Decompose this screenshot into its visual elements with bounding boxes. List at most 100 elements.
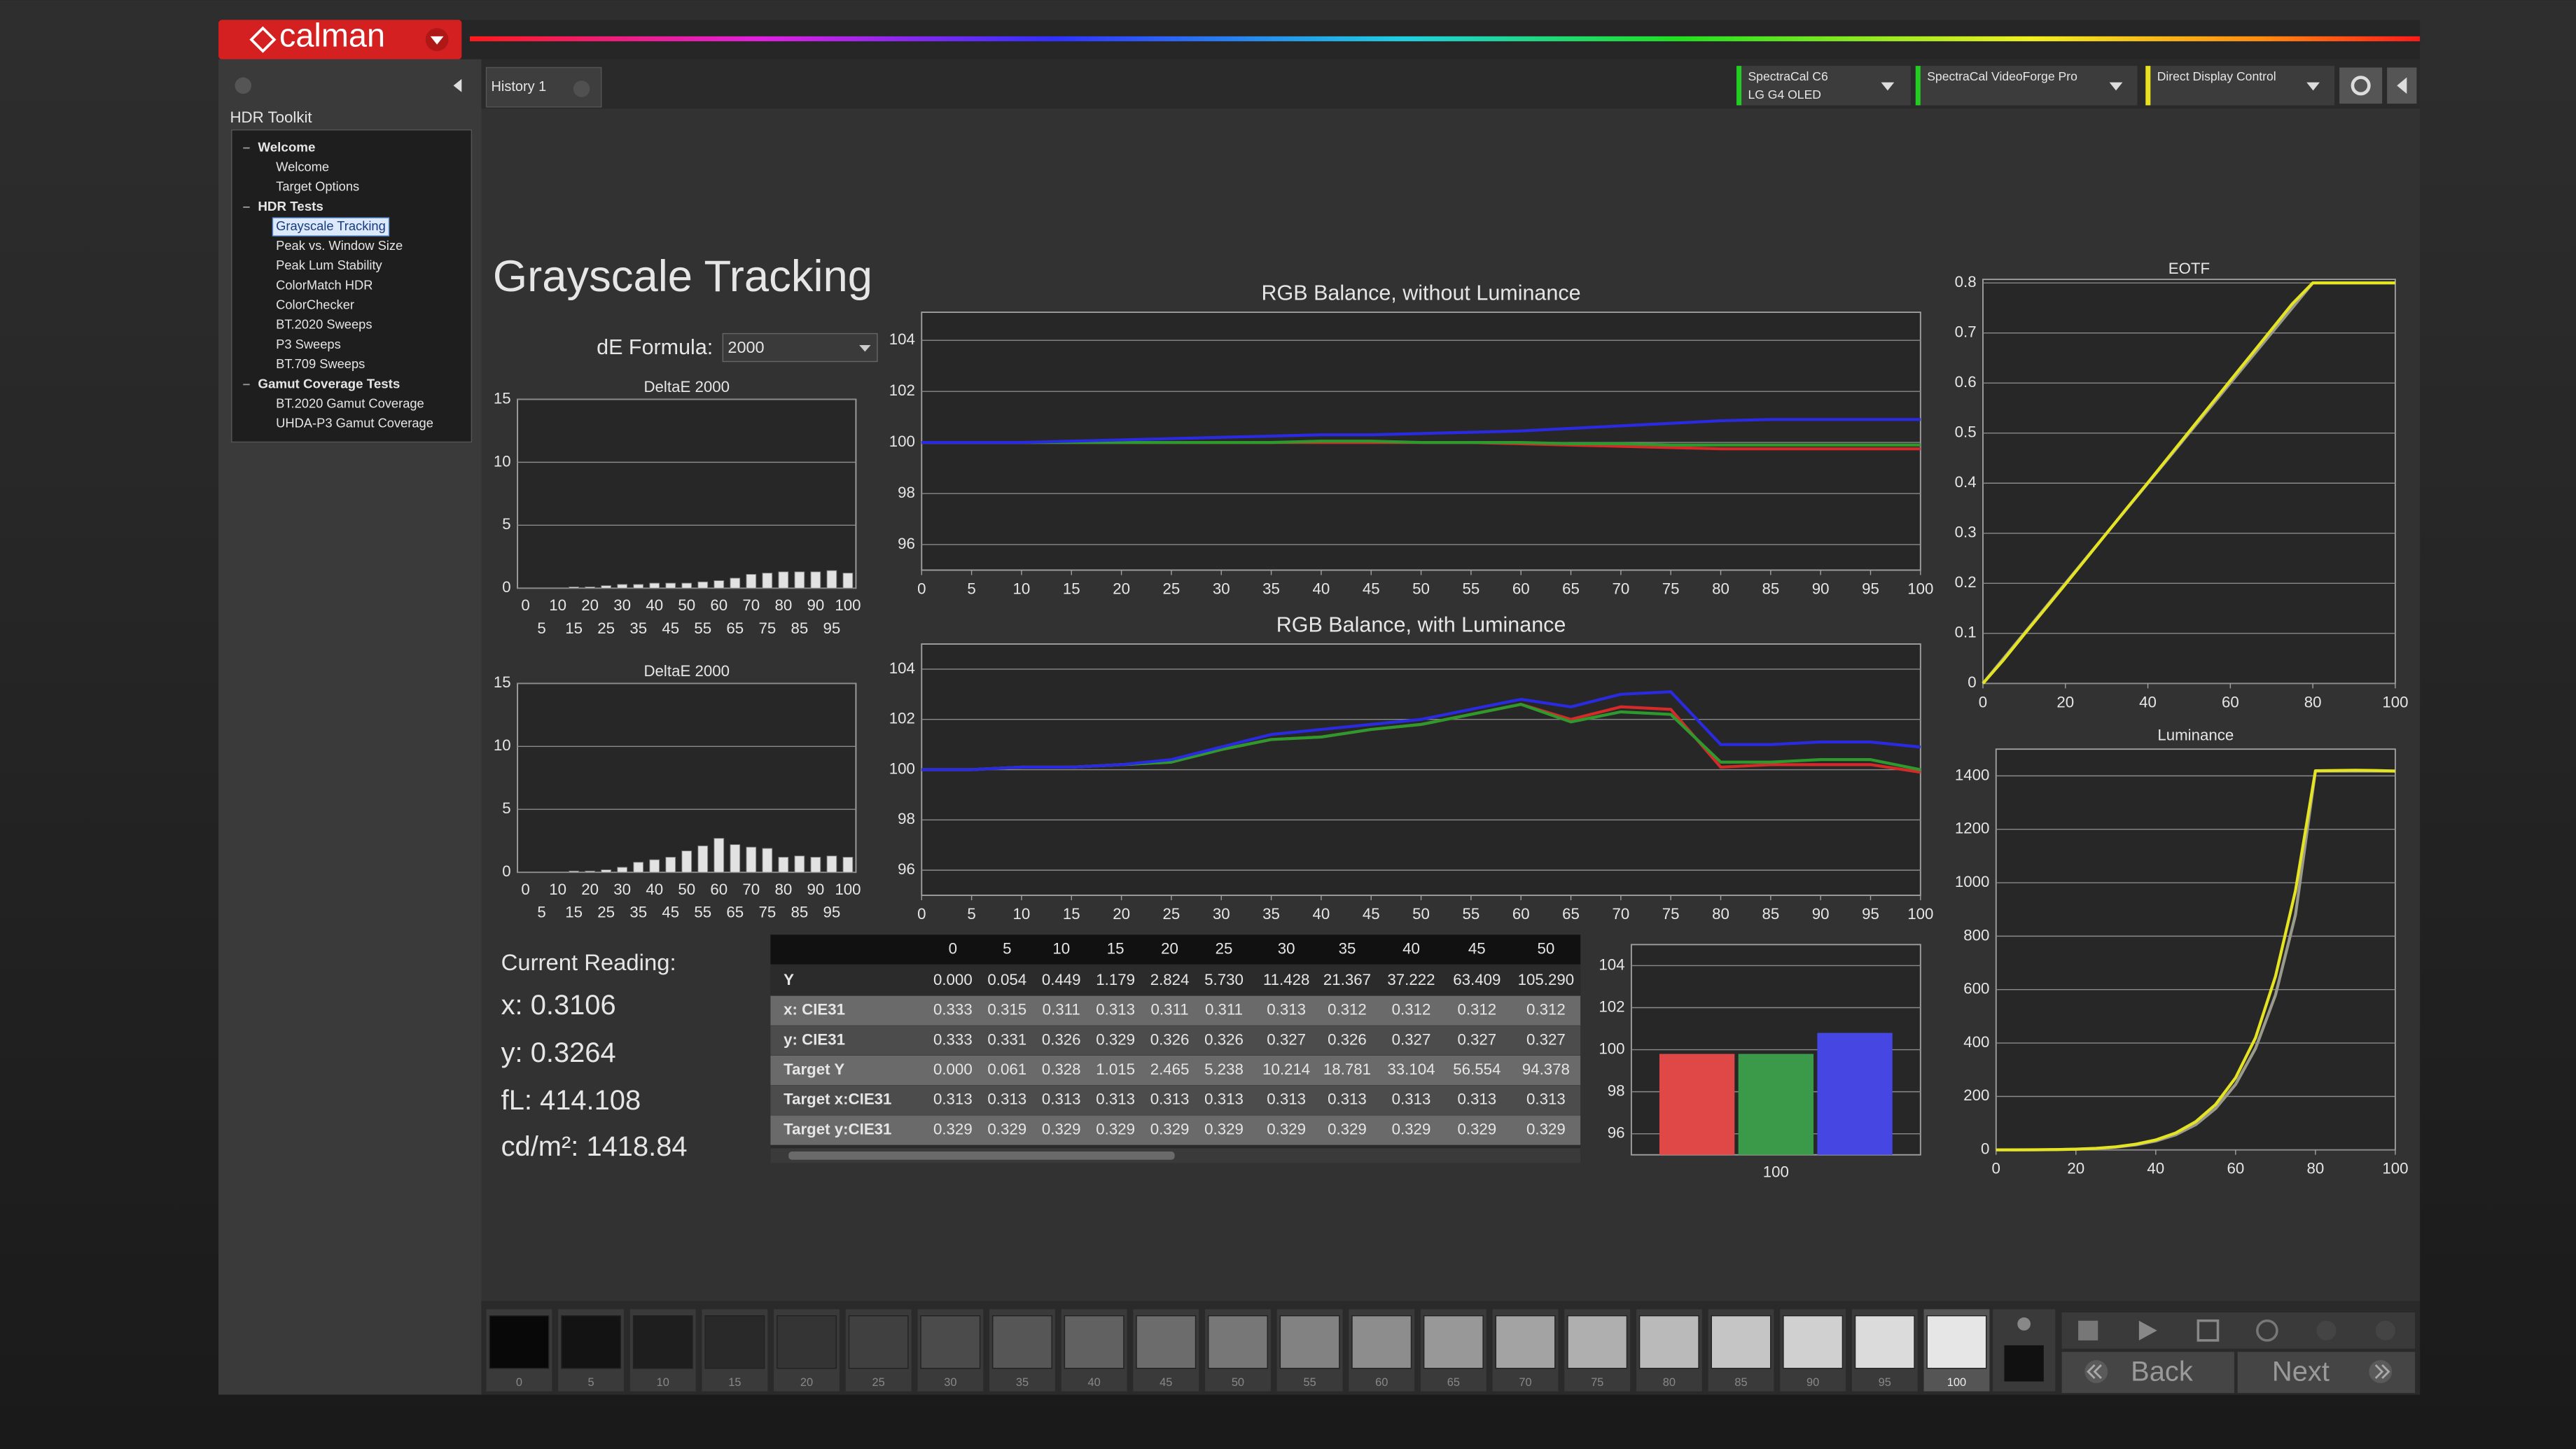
- x-tick-label: 55: [1462, 580, 1480, 597]
- patch[interactable]: [920, 1315, 981, 1369]
- x-tick-label: 20: [1113, 905, 1130, 923]
- patch[interactable]: [1711, 1315, 1771, 1369]
- patch[interactable]: [1208, 1315, 1268, 1369]
- x-tick-label: 80: [2304, 693, 2322, 710]
- table-cell: 0.326: [1150, 1030, 1190, 1048]
- tree-item[interactable]: Grayscale Tracking: [276, 218, 386, 233]
- device-box[interactable]: [1915, 66, 2138, 106]
- series-line: [921, 690, 1921, 771]
- table-row: [770, 1115, 1581, 1145]
- patch[interactable]: [1926, 1315, 1987, 1369]
- tree-group[interactable]: Welcome: [258, 139, 315, 154]
- patch[interactable]: [777, 1315, 837, 1369]
- tree-item[interactable]: UHDA-P3 Gamut Coverage: [276, 415, 433, 430]
- bar: [826, 855, 837, 873]
- tree-item[interactable]: BT.2020 Gamut Coverage: [276, 396, 424, 410]
- table-cell: 0.312: [1457, 1001, 1496, 1018]
- gear-icon: [2351, 76, 2371, 96]
- table-cell: 0.329: [1392, 1120, 1431, 1138]
- patch[interactable]: [1854, 1315, 1915, 1369]
- bar: [842, 857, 854, 873]
- bar: [713, 580, 725, 589]
- x-tick-label: 80: [774, 596, 792, 614]
- logo-button[interactable]: [218, 20, 462, 59]
- tree-item[interactable]: Peak vs. Window Size: [276, 238, 403, 253]
- tool-button[interactable]: [2316, 1320, 2337, 1340]
- tree-item[interactable]: ColorMatch HDR: [276, 277, 373, 292]
- x-tick-label: 15: [1063, 580, 1080, 597]
- table-cell: 0.327: [1392, 1030, 1431, 1048]
- bar: [746, 846, 757, 873]
- patch[interactable]: [1064, 1315, 1125, 1369]
- patch[interactable]: [992, 1315, 1052, 1369]
- patch[interactable]: [1136, 1315, 1197, 1369]
- patch[interactable]: [632, 1315, 693, 1369]
- tree-group[interactable]: HDR Tests: [258, 199, 323, 214]
- table-cell: 0.313: [1267, 1001, 1306, 1018]
- table-row: [770, 1026, 1581, 1056]
- patch[interactable]: [848, 1315, 909, 1369]
- x-tick-label: 40: [646, 881, 663, 898]
- x-tick-label: 20: [2067, 1160, 2084, 1177]
- device-box[interactable]: [2145, 66, 2335, 106]
- sidebar-button[interactable]: [235, 77, 251, 94]
- chart-title: EOTF: [2168, 260, 2210, 277]
- patch[interactable]: [1423, 1315, 1484, 1369]
- patch[interactable]: [1351, 1315, 1412, 1369]
- column-header: 15: [1107, 939, 1125, 957]
- y-tick-label: 98: [1608, 1082, 1625, 1100]
- add-tab[interactable]: [573, 80, 590, 97]
- tool-button[interactable]: [2375, 1320, 2395, 1340]
- tree-item[interactable]: BT.709 Sweeps: [276, 356, 365, 371]
- patch-label: 80: [1663, 1376, 1676, 1389]
- patch[interactable]: [1638, 1315, 1699, 1369]
- x-tick-label: 100: [835, 881, 861, 898]
- table-cell: 0.312: [1328, 1001, 1367, 1018]
- bar: [601, 869, 612, 873]
- play-button[interactable]: [2138, 1320, 2157, 1340]
- x-tick-label: 75: [758, 904, 776, 921]
- patch[interactable]: [1567, 1315, 1628, 1369]
- tree-item[interactable]: P3 Sweeps: [276, 337, 341, 351]
- table-cell: 0.326: [1328, 1030, 1367, 1048]
- patch[interactable]: [1279, 1315, 1340, 1369]
- tree-group[interactable]: Gamut Coverage Tests: [258, 376, 400, 391]
- bar: [617, 867, 628, 873]
- tree-item[interactable]: BT.2020 Sweeps: [276, 317, 372, 332]
- y-tick-label: 98: [898, 810, 915, 827]
- table-cell: 37.222: [1387, 971, 1435, 988]
- x-tick-label: 5: [967, 905, 975, 923]
- patch-label: 85: [1734, 1376, 1747, 1389]
- page-title: Grayscale Tracking: [493, 252, 872, 301]
- patch-label: 45: [1160, 1376, 1172, 1389]
- loop-button[interactable]: [2256, 1319, 2278, 1342]
- bar: [633, 862, 644, 873]
- row-label: Y: [784, 971, 794, 988]
- tree-selection: [272, 217, 390, 237]
- table-cell: 0.313: [1096, 1091, 1135, 1108]
- tree-item[interactable]: Welcome: [276, 159, 329, 174]
- de-formula-select[interactable]: [722, 332, 878, 363]
- back-label: Back: [2131, 1356, 2193, 1387]
- patch-label: 20: [800, 1376, 813, 1389]
- settings-button[interactable]: [2339, 67, 2383, 104]
- scroll-thumb[interactable]: [788, 1152, 1175, 1160]
- patch[interactable]: [1495, 1315, 1556, 1369]
- device-box[interactable]: [1736, 66, 1911, 106]
- tree: Welcome Welcome Target Options HDR Tests Gra…: [243, 139, 433, 430]
- y-tick-label: 0.5: [1955, 424, 1977, 441]
- y-tick-label: 5: [502, 799, 510, 817]
- patch[interactable]: [1783, 1315, 1844, 1369]
- patch[interactable]: [561, 1315, 622, 1369]
- patch[interactable]: [704, 1315, 765, 1369]
- tree-item[interactable]: ColorChecker: [276, 298, 354, 312]
- x-tick-label: 35: [629, 904, 647, 921]
- stop-button[interactable]: [2078, 1320, 2098, 1340]
- save-button[interactable]: [2196, 1319, 2220, 1342]
- patch[interactable]: [489, 1315, 550, 1369]
- tree-item[interactable]: Target Options: [276, 179, 359, 194]
- tree-item[interactable]: Peak Lum Stability: [276, 258, 382, 272]
- device-detail: LG G4 OLED: [1748, 88, 1821, 102]
- sidebar-collapse[interactable]: [453, 78, 462, 92]
